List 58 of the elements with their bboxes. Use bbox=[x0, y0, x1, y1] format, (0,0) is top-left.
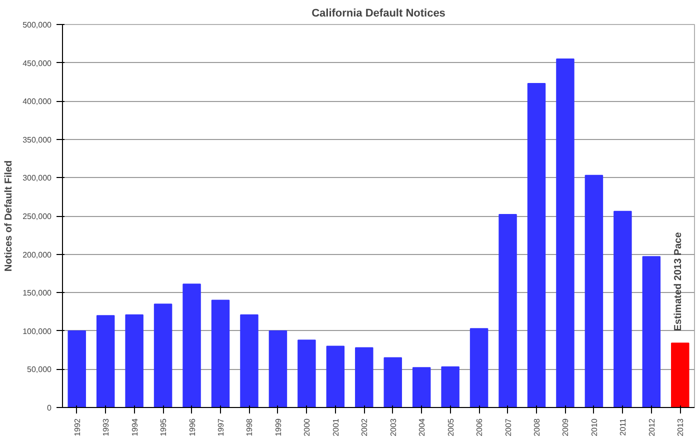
bar bbox=[355, 347, 374, 408]
x-tick-label: 2002 bbox=[360, 418, 370, 436]
y-tick-label: 150,000 bbox=[22, 288, 52, 298]
y-tick-label: 250,000 bbox=[22, 212, 52, 221]
bar bbox=[211, 300, 230, 408]
y-tick-label: 450,000 bbox=[22, 58, 52, 68]
x-tick-label: 2004 bbox=[418, 418, 427, 436]
bar bbox=[584, 174, 604, 408]
x-tick-label: 1993 bbox=[102, 418, 111, 436]
x-tick-label: 1998 bbox=[245, 418, 254, 436]
bar bbox=[642, 256, 661, 408]
bar bbox=[298, 340, 316, 408]
annotation: Estimated 2013 Pace bbox=[673, 232, 684, 332]
bar bbox=[268, 330, 288, 408]
bar bbox=[182, 284, 201, 408]
x-tick-label: 2001 bbox=[331, 418, 340, 436]
y-tick-label: 100,000 bbox=[22, 326, 52, 336]
x-tick-label: 1997 bbox=[216, 418, 226, 436]
x-tick-label: 1999 bbox=[274, 418, 283, 436]
chart-title: California Default Notices bbox=[312, 8, 446, 20]
bar bbox=[154, 304, 172, 408]
bar bbox=[614, 210, 632, 408]
y-tick-label: 200,000 bbox=[22, 250, 52, 260]
x-tick-label: 1992 bbox=[72, 418, 82, 436]
x-tick-label: 2005 bbox=[446, 418, 456, 436]
x-tick-label: 2011 bbox=[618, 418, 628, 436]
x-tick-label: 1995 bbox=[159, 418, 168, 436]
x-tick-label: 2013 bbox=[676, 418, 686, 436]
x-tick-label: 2012 bbox=[647, 418, 656, 436]
bar bbox=[671, 342, 690, 408]
y-tick-label: 50,000 bbox=[27, 365, 52, 374]
x-tick-label: 1994 bbox=[130, 418, 140, 436]
x-tick-label: 2007 bbox=[504, 418, 513, 436]
bar bbox=[470, 328, 488, 408]
y-tick-label: 0 bbox=[47, 404, 52, 412]
bar bbox=[527, 82, 546, 408]
x-tick-label: 2009 bbox=[561, 418, 570, 436]
bar bbox=[498, 214, 517, 408]
bar bbox=[556, 58, 574, 408]
x-tick-label: 2003 bbox=[388, 418, 398, 436]
bar bbox=[96, 315, 115, 408]
x-tick-label: 2006 bbox=[475, 418, 484, 436]
bar bbox=[441, 366, 460, 408]
y-axis-title: Notices of Default Filed bbox=[4, 160, 15, 272]
bar bbox=[412, 367, 431, 408]
bar bbox=[125, 314, 144, 408]
bar bbox=[326, 346, 345, 408]
bar bbox=[240, 314, 258, 408]
y-tick-label: 400,000 bbox=[22, 97, 52, 106]
x-tick-label: 2010 bbox=[590, 418, 599, 436]
y-tick-label: 300,000 bbox=[22, 174, 52, 183]
bar bbox=[68, 330, 86, 408]
bar bbox=[384, 357, 402, 408]
x-tick-label: 2000 bbox=[302, 418, 312, 436]
x-tick-label: 2008 bbox=[532, 418, 542, 436]
y-tick-label: 350,000 bbox=[22, 135, 52, 144]
y-tick-label: 500,000 bbox=[22, 20, 52, 30]
x-tick-label: 1996 bbox=[188, 418, 197, 436]
